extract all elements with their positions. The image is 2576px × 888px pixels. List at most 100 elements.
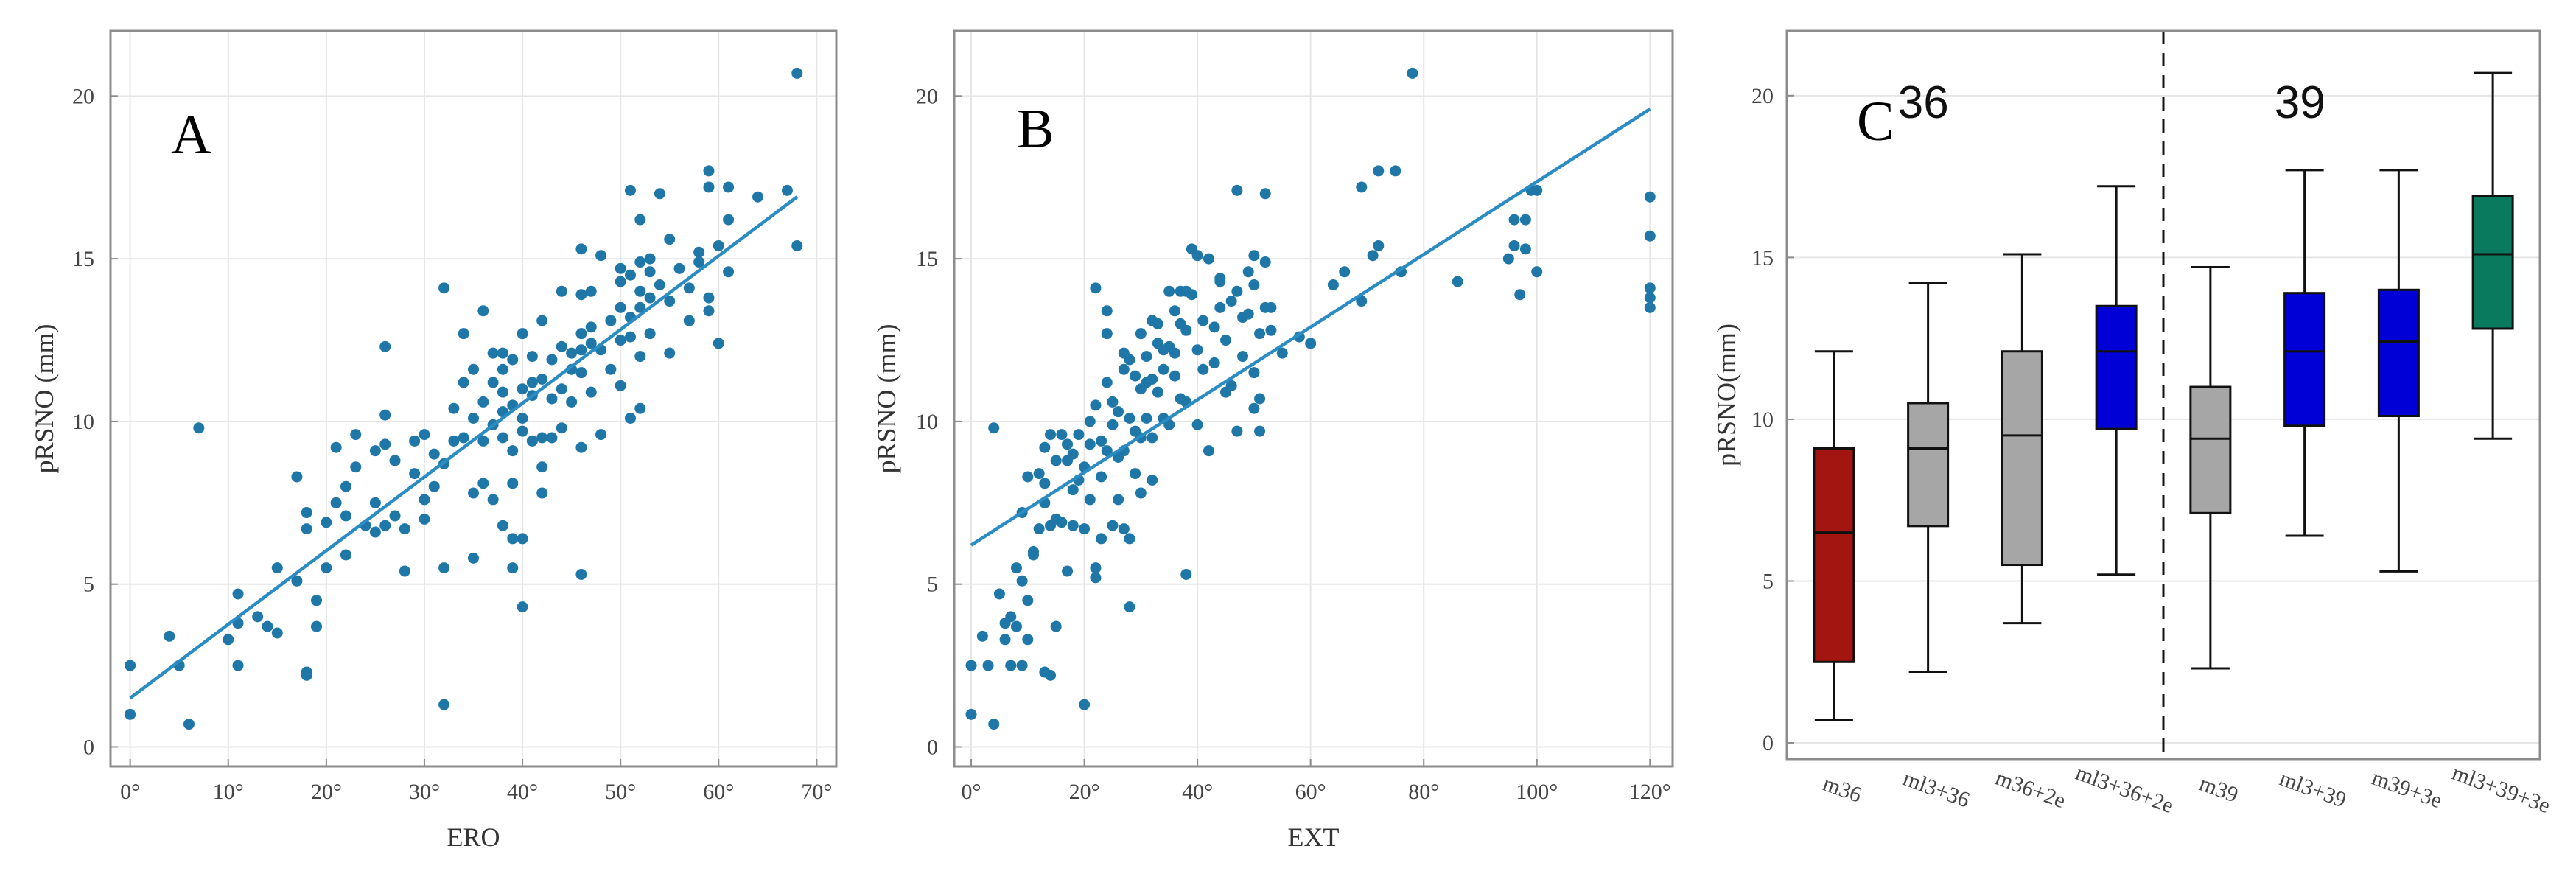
data-point <box>1191 250 1203 262</box>
data-point <box>1147 432 1158 444</box>
data-point <box>1141 412 1152 424</box>
category-label: ml3+39 <box>2276 766 2349 813</box>
box-ml3-plus-39-plus-3e <box>2471 195 2514 330</box>
data-point <box>1113 494 1124 506</box>
data-point <box>1090 572 1102 584</box>
data-point <box>1022 471 1034 483</box>
data-point <box>262 620 273 632</box>
data-point <box>321 562 332 574</box>
data-point <box>1016 575 1028 587</box>
data-point <box>556 383 567 395</box>
data-point <box>644 328 656 340</box>
data-point <box>624 331 636 343</box>
data-point <box>125 708 136 720</box>
data-point <box>232 588 244 600</box>
data-point <box>1056 517 1068 528</box>
data-point <box>575 367 587 379</box>
data-point <box>477 478 489 489</box>
data-point <box>546 354 558 366</box>
data-point <box>1327 279 1339 290</box>
y-axis-label: pRSNO (mm) <box>872 324 901 473</box>
data-point <box>428 448 440 460</box>
data-point <box>1045 429 1057 441</box>
data-point <box>311 620 323 632</box>
box-m36-plus-2e <box>2001 350 2043 567</box>
data-point <box>713 338 724 349</box>
data-point <box>517 328 528 340</box>
data-point <box>634 301 646 313</box>
data-point <box>369 526 381 538</box>
regression-line <box>129 195 799 700</box>
data-point <box>448 402 460 414</box>
data-point <box>615 276 626 287</box>
data-point <box>1067 484 1079 496</box>
y-tick-label: 10 <box>1751 408 1774 432</box>
data-point <box>1191 419 1203 430</box>
data-point <box>1644 230 1656 242</box>
data-point <box>624 412 636 424</box>
data-point <box>477 396 489 408</box>
data-point <box>1163 285 1175 297</box>
data-point <box>615 380 626 391</box>
data-point <box>1390 165 1401 177</box>
y-axis-label: pRSNO (mm) <box>29 324 59 473</box>
data-point <box>703 165 715 177</box>
data-point <box>683 282 695 294</box>
x-tick-label: 120° <box>1629 780 1671 804</box>
data-point <box>1373 240 1385 251</box>
data-point <box>654 279 665 290</box>
data-point <box>458 432 469 444</box>
panel-letter: C <box>1857 91 1894 153</box>
data-point <box>999 634 1011 646</box>
data-point <box>1096 533 1107 545</box>
data-point <box>1084 494 1096 506</box>
data-point <box>976 630 988 642</box>
data-point <box>1113 406 1124 418</box>
data-point <box>497 347 508 359</box>
data-point <box>1265 324 1277 336</box>
data-point <box>1220 335 1232 346</box>
x-tick-label: 40° <box>1182 780 1213 804</box>
data-point <box>517 425 528 437</box>
data-point <box>183 719 195 730</box>
data-point <box>301 523 312 535</box>
data-point <box>1502 253 1514 265</box>
data-point <box>350 461 362 473</box>
data-point <box>1519 243 1531 255</box>
data-point <box>595 429 607 441</box>
data-point <box>585 386 597 398</box>
category-label: m39 <box>2196 771 2241 807</box>
data-point <box>1407 67 1418 79</box>
data-point <box>693 256 705 268</box>
data-point <box>644 292 656 304</box>
data-point <box>1214 276 1226 287</box>
data-point <box>634 214 646 226</box>
x-axis-label: ERO <box>447 822 500 852</box>
y-tick-label: 0 <box>927 735 938 760</box>
data-point <box>340 480 351 492</box>
data-point <box>311 595 323 606</box>
data-point <box>1033 468 1045 480</box>
data-point <box>1259 256 1271 268</box>
data-point <box>1208 321 1220 333</box>
data-point <box>615 335 626 346</box>
data-point <box>1203 445 1214 457</box>
x-tick-label: 70° <box>801 780 832 804</box>
data-point <box>1079 699 1091 710</box>
data-point <box>1022 634 1034 646</box>
data-point <box>791 240 803 251</box>
data-point <box>683 315 695 326</box>
data-point <box>1163 419 1175 430</box>
data-point <box>340 510 351 522</box>
data-point <box>536 461 548 473</box>
x-tick-label: 10° <box>213 780 244 804</box>
y-tick-label: 15 <box>1751 245 1774 270</box>
data-point <box>752 191 764 203</box>
data-point <box>438 282 450 294</box>
data-point <box>1254 425 1266 437</box>
panel-letter: B <box>1017 98 1054 160</box>
data-point <box>1027 549 1039 561</box>
data-point <box>1010 620 1022 632</box>
data-point <box>1101 377 1113 388</box>
data-point <box>497 432 508 444</box>
